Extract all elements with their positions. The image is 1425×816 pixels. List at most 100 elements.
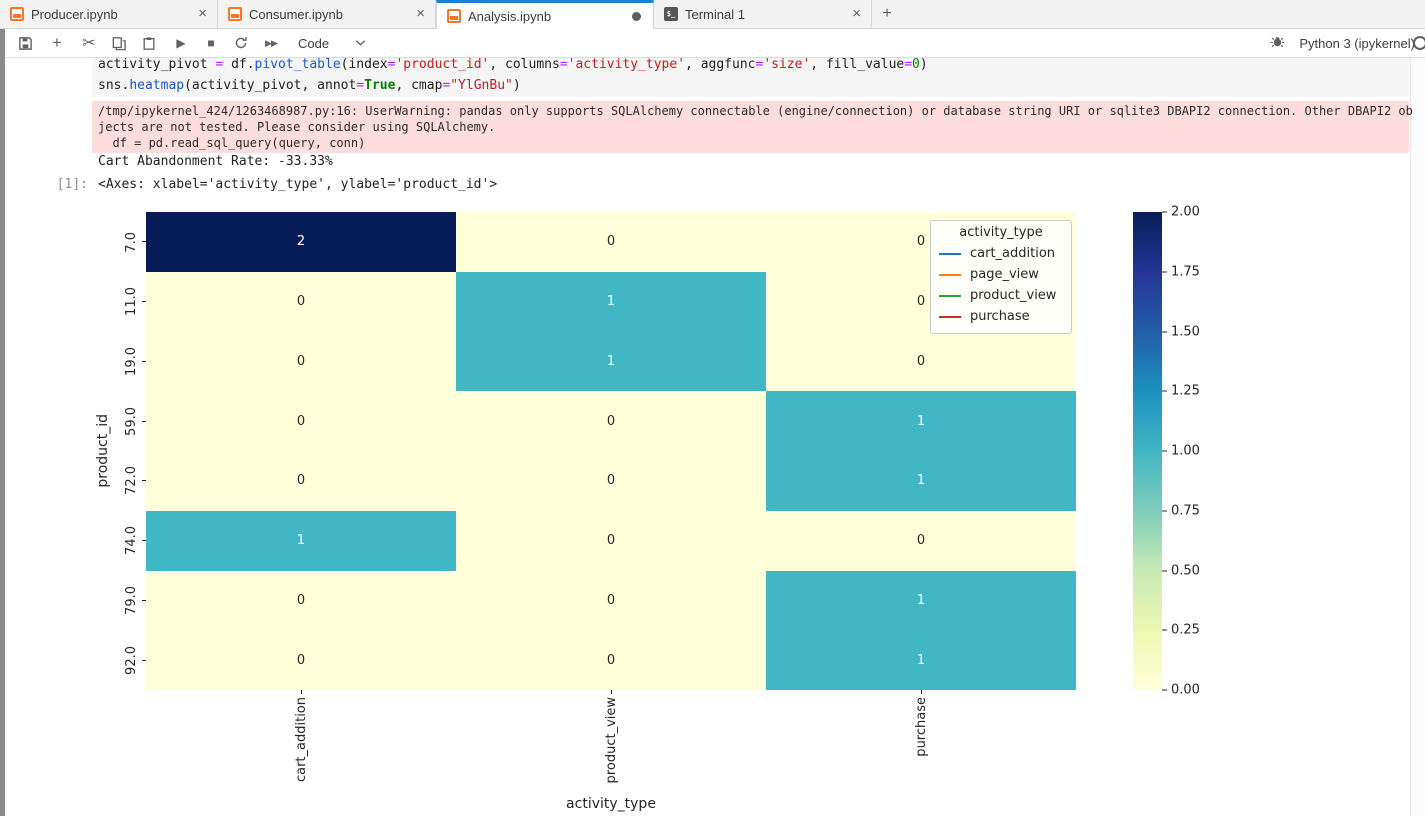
close-icon[interactable]: × <box>198 5 207 22</box>
y-tick: 11.0 <box>112 272 146 332</box>
heatmap-cell: 1 <box>766 391 1076 451</box>
tab-analysis-active[interactable]: Analysis.ipynb <box>436 0 654 29</box>
tab-producer[interactable]: Producer.ipynb × <box>0 0 218 28</box>
kernel-status-icon[interactable] <box>1413 36 1425 50</box>
new-tab-button[interactable]: + <box>882 5 892 22</box>
heatmap-cell: 0 <box>456 570 766 631</box>
tab-label: Producer.ipynb <box>31 6 118 22</box>
stderr-line: /tmp/ipykernel_424/1263468987.py:16: Use… <box>98 104 1413 118</box>
code-line: activity_pivot = df.pivot_table(index='p… <box>98 58 928 72</box>
legend-title: activity_type <box>959 225 1043 240</box>
heatmap-cell: 0 <box>456 630 766 690</box>
heatmap-cell: 1 <box>456 331 766 392</box>
y-axis-label: product_id <box>95 414 111 488</box>
notebook-icon <box>228 7 242 21</box>
x-axis-label: activity_type <box>566 796 656 812</box>
paste-cell-button[interactable] <box>134 30 164 56</box>
heatmap-cell: 1 <box>456 271 766 332</box>
code-line: sns.heatmap(activity_pivot, annot=True, … <box>98 78 521 93</box>
stop-kernel-button[interactable]: ■ <box>207 36 215 50</box>
debugger-icon[interactable] <box>1270 34 1285 52</box>
stderr-line: df = pd.read_sql_query(query, conn) <box>98 136 366 150</box>
heatmap-cell: 0 <box>456 391 766 451</box>
heatmap-cell: 0 <box>146 451 456 511</box>
heatmap-cell: 0 <box>146 630 456 690</box>
y-tick: 74.0 <box>112 511 146 571</box>
heatmap-cell: 1 <box>146 510 456 571</box>
restart-run-all-button[interactable]: ▶▶ <box>265 37 278 48</box>
colorbar-tick: 0.75 <box>1162 503 1200 518</box>
tab-bar: Producer.ipynb × Consumer.ipynb × Analys… <box>0 0 1425 29</box>
colorbar-tick: 0.50 <box>1162 563 1200 578</box>
run-cell-button[interactable]: ▶ <box>176 36 186 50</box>
colorbar-tick: 0.00 <box>1162 683 1200 698</box>
cell-type-dropdown[interactable]: Code <box>298 36 366 51</box>
colorbar-tick: 0.25 <box>1162 623 1200 638</box>
colorbar-tick: 1.75 <box>1162 264 1200 279</box>
y-tick: 59.0 <box>112 391 146 451</box>
heatmap-cell: 0 <box>766 510 1076 571</box>
close-icon[interactable]: × <box>416 5 425 22</box>
cut-cell-button[interactable]: ✂ <box>82 35 96 52</box>
terminal-icon: $_ <box>664 7 678 21</box>
save-button[interactable] <box>10 30 40 56</box>
stderr-line: jects are not tested. Please consider us… <box>98 120 496 134</box>
tab-terminal[interactable]: $_ Terminal 1 × <box>654 0 872 28</box>
heatmap-cell: 0 <box>146 570 456 631</box>
notebook-toolbar: + ✂ ▶ ■ ▶▶ Code Python 3 (ipykernel) <box>0 29 1425 58</box>
legend-entry: product_view <box>939 285 1063 306</box>
colorbar-tick: 1.50 <box>1162 324 1200 339</box>
colorbar-tick: 2.00 <box>1162 205 1200 220</box>
restart-kernel-button[interactable] <box>226 30 256 56</box>
heatmap-cell: 0 <box>456 451 766 511</box>
heatmap-cell: 0 <box>456 510 766 571</box>
colorbar-tick: 1.00 <box>1162 444 1200 459</box>
x-axis-tick-labels: cart_addition product_view purchase <box>146 690 1076 792</box>
colorbar-tick: 1.25 <box>1162 384 1200 399</box>
heatmap-cell: 0 <box>146 391 456 451</box>
y-tick: 72.0 <box>112 451 146 511</box>
tab-label: Terminal 1 <box>685 6 745 22</box>
code-cell-input[interactable]: activity_pivot = df.pivot_table(index='p… <box>92 58 1409 97</box>
heatmap-cell: 2 <box>146 212 456 272</box>
x-tick: cart_addition <box>146 690 456 792</box>
tab-consumer[interactable]: Consumer.ipynb × <box>218 0 436 28</box>
x-tick: product_view <box>456 690 766 792</box>
chevron-down-icon <box>355 40 366 46</box>
legend-entry: cart_addition <box>939 243 1063 264</box>
heatmap-cell: 1 <box>766 630 1076 690</box>
y-tick: 7.0 <box>112 212 146 272</box>
heatmap-cell: 0 <box>146 271 456 332</box>
output-result: <Axes: xlabel='activity_type', ylabel='p… <box>98 177 498 192</box>
close-icon[interactable]: × <box>852 5 861 22</box>
heatmap-cell: 1 <box>766 451 1076 511</box>
colorbar-tick-labels: 2.00 1.75 1.50 1.25 1.00 0.75 0.50 0.25 0.00 <box>1162 205 1224 698</box>
legend: activity_type cart_addition page_view prod… <box>930 220 1072 334</box>
tab-label: Analysis.ipynb <box>468 8 552 24</box>
copy-cell-button[interactable] <box>104 30 134 56</box>
stderr-output: /tmp/ipykernel_424/1263468987.py:16: Use… <box>92 101 1413 153</box>
y-tick: 92.0 <box>112 630 146 690</box>
heatmap-cell: 0 <box>766 331 1076 392</box>
notebook-icon <box>10 7 24 21</box>
heatmap-cell: 1 <box>766 570 1076 631</box>
sidebar-splitter[interactable] <box>0 29 5 816</box>
y-axis-tick-labels: 7.0 11.0 19.0 59.0 72.0 74.0 79.0 92.0 <box>112 212 146 690</box>
x-tick: purchase <box>766 690 1076 792</box>
scrollbar-track[interactable] <box>1410 58 1425 816</box>
notebook-icon <box>447 9 461 23</box>
tab-label: Consumer.ipynb <box>249 6 343 22</box>
output-prompt: [1]: <box>56 177 88 192</box>
add-cell-button[interactable]: + <box>52 33 62 52</box>
y-tick: 19.0 <box>112 332 146 392</box>
kernel-name[interactable]: Python 3 (ipykernel) <box>1299 35 1415 51</box>
code-editor[interactable]: activity_pivot = df.pivot_table(index='p… <box>92 58 1409 96</box>
colorbar <box>1133 212 1162 690</box>
heatmap-cell: 0 <box>456 212 766 272</box>
unsaved-changes-icon[interactable] <box>632 11 641 21</box>
stdout-output: Cart Abandonment Rate: -33.33% <box>98 154 333 169</box>
heatmap-cell: 0 <box>146 331 456 392</box>
y-tick: 79.0 <box>112 571 146 631</box>
cell-type-value: Code <box>298 35 330 51</box>
